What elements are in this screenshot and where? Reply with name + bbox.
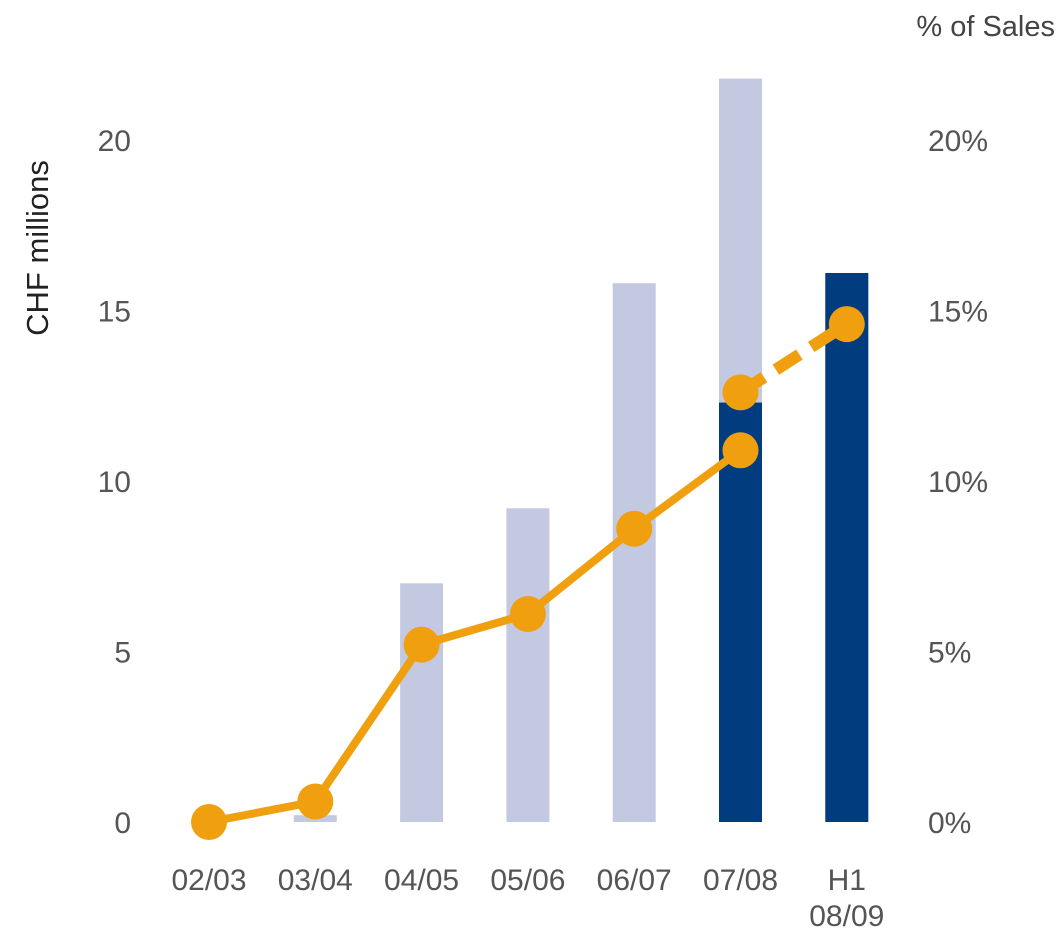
x-tick-label: H1 [828,864,866,897]
x-tick-label: 03/04 [278,864,353,897]
y2-tick-label: 15% [928,296,988,329]
y-tick-label: 15 [98,296,131,329]
line-point-2 [404,627,440,663]
x-tick-label: 05/06 [490,864,565,897]
line-series-solid [209,450,741,822]
right-axis-ticks: 0% 5% 10% 15% 20% [928,125,988,840]
x-tick-label: 02/03 [171,864,246,897]
y2-tick-label: 10% [928,466,988,499]
y2-tick-label: 0% [928,807,971,840]
line-point-5 [723,432,759,468]
y-tick-label: 5 [114,637,131,670]
bar-3 [506,508,549,822]
x-tick-label: 07/08 [703,864,778,897]
y2-axis-title: % of Sales [916,11,1055,43]
dashed-point-0 [723,374,759,410]
y-tick-label: 0 [114,807,131,840]
x-tick-label: 08/09 [809,900,884,933]
bar-2 [400,583,443,822]
line-point-3 [510,596,546,632]
line-point-1 [297,784,333,820]
y-axis-title: CHF millions [20,160,55,336]
line-point-0 [191,804,227,840]
bar-4 [613,283,656,822]
y2-tick-label: 5% [928,637,971,670]
dashed-point-1 [829,306,865,342]
left-axis-ticks: 0 5 10 15 20 [98,125,131,840]
y-tick-label: 20 [98,125,131,158]
bar-highlight-6 [825,273,868,822]
x-tick-label: 06/07 [597,864,672,897]
y2-tick-label: 20% [928,125,988,158]
line-point-4 [616,511,652,547]
x-tick-label: 04/05 [384,864,459,897]
y-tick-label: 10 [98,466,131,499]
